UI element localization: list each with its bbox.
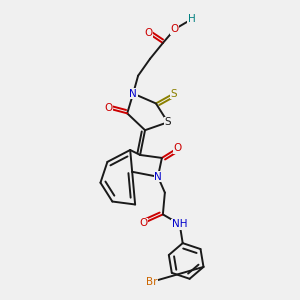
Text: S: S [170, 88, 177, 98]
Text: N: N [129, 88, 137, 98]
Text: N: N [154, 172, 162, 182]
Text: S: S [164, 117, 171, 127]
Text: NH: NH [172, 219, 188, 229]
Text: O: O [174, 143, 182, 153]
Text: O: O [139, 218, 147, 228]
Text: O: O [144, 28, 152, 38]
Text: Br: Br [146, 277, 158, 287]
Text: O: O [104, 103, 112, 113]
Text: O: O [171, 24, 179, 34]
Text: H: H [188, 14, 196, 24]
